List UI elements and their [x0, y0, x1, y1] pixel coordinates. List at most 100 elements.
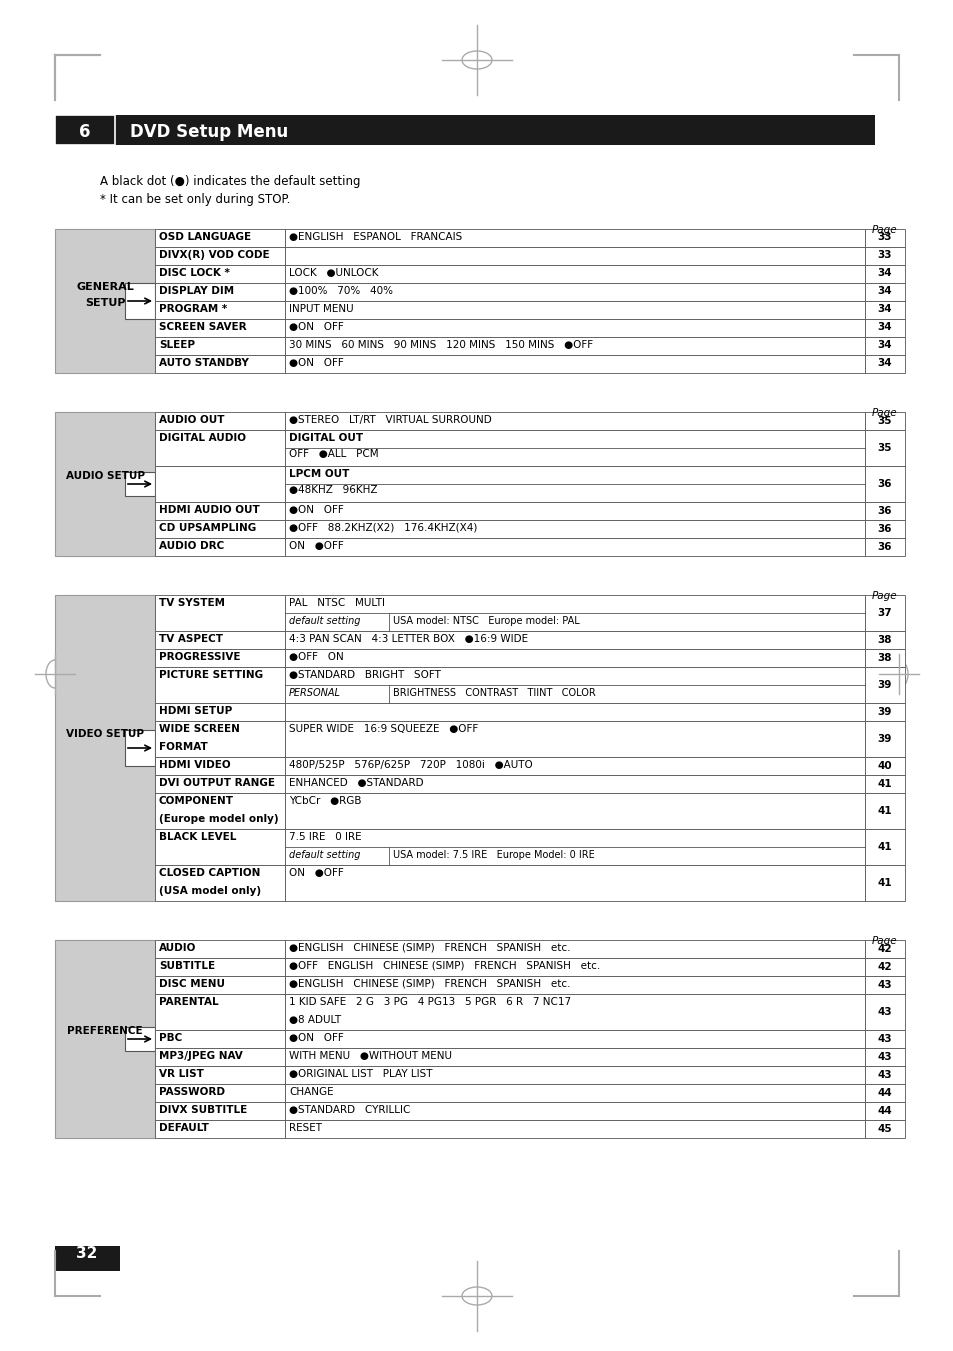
- Text: OFF   ●ALL   PCM: OFF ●ALL PCM: [289, 449, 378, 459]
- Text: ●STEREO   LT/RT   VIRTUAL SURROUND: ●STEREO LT/RT VIRTUAL SURROUND: [289, 415, 491, 426]
- Text: 35: 35: [877, 416, 891, 426]
- Text: 34: 34: [877, 267, 891, 278]
- FancyBboxPatch shape: [154, 1120, 285, 1138]
- Text: BRIGHTNESS   CONTRAST   TIINT   COLOR: BRIGHTNESS CONTRAST TIINT COLOR: [393, 688, 595, 698]
- FancyBboxPatch shape: [154, 631, 285, 648]
- FancyBboxPatch shape: [285, 757, 864, 775]
- Text: 38: 38: [877, 653, 891, 663]
- Text: 33: 33: [877, 232, 891, 242]
- Text: SUBTITLE: SUBTITLE: [159, 961, 214, 971]
- FancyBboxPatch shape: [285, 594, 864, 631]
- FancyBboxPatch shape: [55, 115, 115, 145]
- Text: 39: 39: [877, 680, 891, 690]
- Text: LOCK   ●UNLOCK: LOCK ●UNLOCK: [289, 267, 378, 278]
- FancyBboxPatch shape: [154, 775, 285, 793]
- FancyBboxPatch shape: [864, 430, 904, 466]
- FancyBboxPatch shape: [154, 1029, 285, 1048]
- FancyBboxPatch shape: [285, 230, 864, 247]
- Text: WITH MENU   ●WITHOUT MENU: WITH MENU ●WITHOUT MENU: [289, 1051, 452, 1061]
- FancyBboxPatch shape: [285, 830, 864, 865]
- Text: RESET: RESET: [289, 1123, 322, 1133]
- FancyBboxPatch shape: [154, 336, 285, 355]
- FancyBboxPatch shape: [285, 1066, 864, 1084]
- Text: ●STANDARD   BRIGHT   SOFT: ●STANDARD BRIGHT SOFT: [289, 670, 440, 680]
- Text: USA model: 7.5 IRE   Europe Model: 0 IRE: USA model: 7.5 IRE Europe Model: 0 IRE: [393, 850, 594, 861]
- FancyBboxPatch shape: [55, 1246, 120, 1271]
- Text: 36: 36: [877, 524, 891, 534]
- FancyBboxPatch shape: [154, 319, 285, 336]
- Text: FORMAT: FORMAT: [159, 742, 208, 753]
- Text: ●ENGLISH   ESPANOL   FRANCAIS: ●ENGLISH ESPANOL FRANCAIS: [289, 232, 462, 242]
- FancyBboxPatch shape: [154, 520, 285, 538]
- Text: AUDIO DRC: AUDIO DRC: [159, 540, 224, 551]
- FancyBboxPatch shape: [285, 247, 864, 265]
- FancyBboxPatch shape: [285, 775, 864, 793]
- FancyBboxPatch shape: [285, 466, 864, 503]
- Text: 40: 40: [877, 761, 891, 771]
- FancyBboxPatch shape: [285, 282, 864, 301]
- Text: PASSWORD: PASSWORD: [159, 1088, 225, 1097]
- FancyBboxPatch shape: [55, 412, 154, 557]
- FancyBboxPatch shape: [285, 994, 864, 1029]
- Text: Page: Page: [870, 408, 896, 417]
- Text: INPUT MENU: INPUT MENU: [289, 304, 354, 313]
- Text: ●48KHZ   96KHZ: ●48KHZ 96KHZ: [289, 485, 377, 494]
- Text: 45: 45: [877, 1124, 891, 1133]
- FancyBboxPatch shape: [285, 336, 864, 355]
- FancyBboxPatch shape: [864, 648, 904, 667]
- FancyBboxPatch shape: [154, 503, 285, 520]
- Text: ●ENGLISH   CHINESE (SIMP)   FRENCH   SPANISH   etc.: ●ENGLISH CHINESE (SIMP) FRENCH SPANISH e…: [289, 979, 570, 989]
- FancyBboxPatch shape: [154, 265, 285, 282]
- FancyBboxPatch shape: [864, 1029, 904, 1048]
- FancyBboxPatch shape: [125, 282, 154, 319]
- FancyBboxPatch shape: [125, 730, 154, 766]
- Text: 44: 44: [877, 1088, 891, 1098]
- Text: SUPER WIDE   16:9 SQUEEZE   ●OFF: SUPER WIDE 16:9 SQUEEZE ●OFF: [289, 724, 477, 734]
- Text: (USA model only): (USA model only): [159, 886, 261, 896]
- Text: DIGITAL AUDIO: DIGITAL AUDIO: [159, 434, 246, 443]
- Text: 41: 41: [877, 807, 891, 816]
- FancyBboxPatch shape: [154, 301, 285, 319]
- Text: (Europe model only): (Europe model only): [159, 815, 278, 824]
- Text: MP3/JPEG NAV: MP3/JPEG NAV: [159, 1051, 242, 1061]
- Text: default setting: default setting: [289, 850, 360, 861]
- FancyBboxPatch shape: [154, 1048, 285, 1066]
- FancyBboxPatch shape: [285, 412, 864, 430]
- Text: 7.5 IRE   0 IRE: 7.5 IRE 0 IRE: [289, 832, 361, 842]
- FancyBboxPatch shape: [864, 667, 904, 703]
- Text: SLEEP: SLEEP: [159, 340, 194, 350]
- FancyBboxPatch shape: [154, 230, 285, 247]
- Text: PARENTAL: PARENTAL: [159, 997, 218, 1006]
- Text: PROGRAM *: PROGRAM *: [159, 304, 227, 313]
- Text: 37: 37: [877, 608, 891, 617]
- FancyBboxPatch shape: [154, 430, 285, 466]
- FancyBboxPatch shape: [864, 757, 904, 775]
- Text: VIDEO SETUP: VIDEO SETUP: [66, 730, 144, 739]
- FancyBboxPatch shape: [154, 975, 285, 994]
- Text: AUTO STANDBY: AUTO STANDBY: [159, 358, 249, 367]
- FancyBboxPatch shape: [864, 1066, 904, 1084]
- FancyBboxPatch shape: [864, 994, 904, 1029]
- FancyBboxPatch shape: [154, 1066, 285, 1084]
- FancyBboxPatch shape: [864, 1048, 904, 1066]
- FancyBboxPatch shape: [285, 265, 864, 282]
- Text: AUDIO OUT: AUDIO OUT: [159, 415, 224, 426]
- FancyBboxPatch shape: [864, 230, 904, 247]
- Text: ●STANDARD   CYRILLIC: ●STANDARD CYRILLIC: [289, 1105, 410, 1115]
- FancyBboxPatch shape: [864, 865, 904, 901]
- Text: ●ORIGINAL LIST   PLAY LIST: ●ORIGINAL LIST PLAY LIST: [289, 1069, 432, 1079]
- Text: 39: 39: [877, 707, 891, 717]
- Text: 32: 32: [76, 1247, 97, 1262]
- Text: ●ON   OFF: ●ON OFF: [289, 505, 343, 515]
- FancyBboxPatch shape: [864, 1102, 904, 1120]
- Text: 6: 6: [79, 123, 91, 141]
- Text: 43: 43: [877, 1034, 891, 1044]
- Text: PBC: PBC: [159, 1034, 182, 1043]
- Text: DIVX(R) VOD CODE: DIVX(R) VOD CODE: [159, 250, 270, 259]
- FancyBboxPatch shape: [864, 1084, 904, 1102]
- Text: 34: 34: [877, 286, 891, 296]
- FancyBboxPatch shape: [864, 793, 904, 830]
- Text: 42: 42: [877, 962, 891, 971]
- FancyBboxPatch shape: [864, 301, 904, 319]
- Text: 36: 36: [877, 480, 891, 489]
